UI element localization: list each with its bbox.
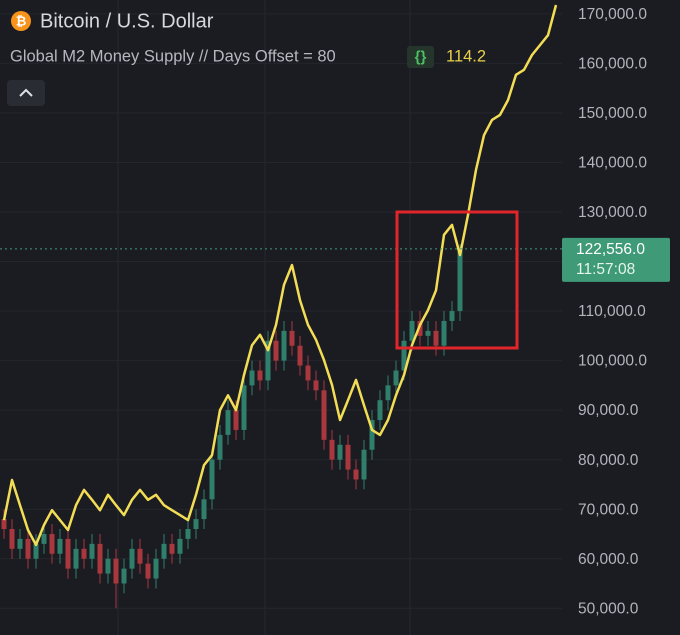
price-countdown: 11:57:08 (576, 261, 635, 278)
indicator-badge[interactable] (407, 46, 434, 68)
candle-body (273, 340, 279, 361)
candle-body (289, 330, 295, 346)
candle-body (57, 538, 63, 554)
collapse-chevron[interactable] (19, 88, 33, 97)
candle-body (209, 459, 215, 500)
candle-body (297, 345, 303, 366)
candle-body (225, 410, 231, 435)
candle-body (81, 548, 87, 559)
candle-body (65, 538, 71, 569)
candle-body (417, 320, 423, 336)
candle-body (377, 400, 383, 421)
candle-body (409, 320, 415, 341)
candle-body (17, 538, 23, 549)
collapse-button[interactable] (7, 80, 45, 106)
indicator-value: 114.2 (446, 47, 486, 65)
chart-title: Bitcoin / U.S. Dollar (40, 10, 214, 32)
y-tick-label: 70,000.0 (578, 501, 639, 518)
candle-body (329, 439, 335, 460)
candle-body (193, 519, 199, 530)
indicator-line (2, 4, 558, 547)
candle-body (185, 529, 191, 539)
y-tick-label: 140,000.0 (578, 155, 647, 172)
plot-area (0, 4, 562, 609)
y-tick-label: 110,000.0 (578, 303, 646, 320)
candle-body (249, 370, 255, 386)
candle-body (433, 330, 439, 346)
candle-body (33, 543, 39, 559)
candle-body (129, 548, 135, 569)
y-tick-label: 60,000.0 (578, 551, 639, 568)
price-label-box (562, 237, 670, 282)
candle-body (321, 390, 327, 440)
candle-body (41, 533, 47, 544)
symbol-icon-glyph: ₿ (16, 13, 27, 28)
y-tick-label: 170,000.0 (578, 6, 647, 23)
symbol-icon (11, 11, 31, 31)
candle-body (425, 330, 431, 336)
candle-body (233, 410, 239, 430)
candle-body (281, 330, 287, 361)
candle-body (257, 370, 263, 381)
candle-body (9, 529, 15, 549)
candle-body (105, 558, 111, 574)
candle-body (441, 320, 447, 346)
candle-body (401, 340, 407, 371)
indicator-name: Global M2 Money Supply // Days Offset = … (10, 47, 336, 65)
grid (0, 0, 562, 635)
y-axis: 50,000.0 60,000.0 70,000.0 80,000.0 90,000.0… (562, 6, 670, 617)
candle-body (337, 444, 343, 460)
legend: ₿ Bitcoin / U.S. Dollar Global M2 Money … (7, 10, 486, 106)
candle-body (1, 519, 7, 530)
y-tick-label: 130,000.0 (578, 204, 647, 221)
candle-body (145, 563, 151, 579)
candle-body (345, 444, 351, 470)
indicator-icon[interactable]: {} (415, 48, 427, 65)
y-tick-label: 90,000.0 (578, 402, 639, 419)
candle-body (241, 385, 247, 430)
candle-body (457, 248, 463, 312)
candle-body (353, 469, 359, 480)
y-tick-label: 150,000.0 (578, 105, 647, 122)
candle-body (393, 370, 399, 386)
candle-body (305, 365, 311, 381)
candle-body (161, 543, 167, 559)
y-tick-label: 100,000.0 (578, 353, 647, 370)
highlight-box (395, 210, 519, 350)
y-tick-label: 80,000.0 (578, 452, 639, 469)
candle-body (137, 548, 143, 564)
candle-body (169, 543, 175, 554)
candle-body (177, 538, 183, 554)
candle-body (121, 568, 127, 584)
candle-body (201, 499, 207, 520)
y-tick-label: 50,000.0 (578, 600, 639, 617)
candle-body (113, 558, 119, 584)
candle-body (153, 558, 159, 579)
candle-body (361, 449, 367, 480)
candle-body (265, 340, 271, 381)
y-tick-label: 160,000.0 (578, 55, 647, 72)
candle-body (49, 533, 55, 554)
candle-body (89, 543, 95, 559)
candle-body (385, 385, 391, 401)
candle-body (25, 538, 31, 559)
candle-body (73, 548, 79, 569)
candle-body (217, 434, 223, 460)
candle-body (313, 380, 319, 391)
candle-body (369, 420, 375, 450)
price-label: 122,556.0 (576, 241, 645, 258)
candle-body (97, 543, 103, 574)
candle-body (449, 311, 455, 321)
